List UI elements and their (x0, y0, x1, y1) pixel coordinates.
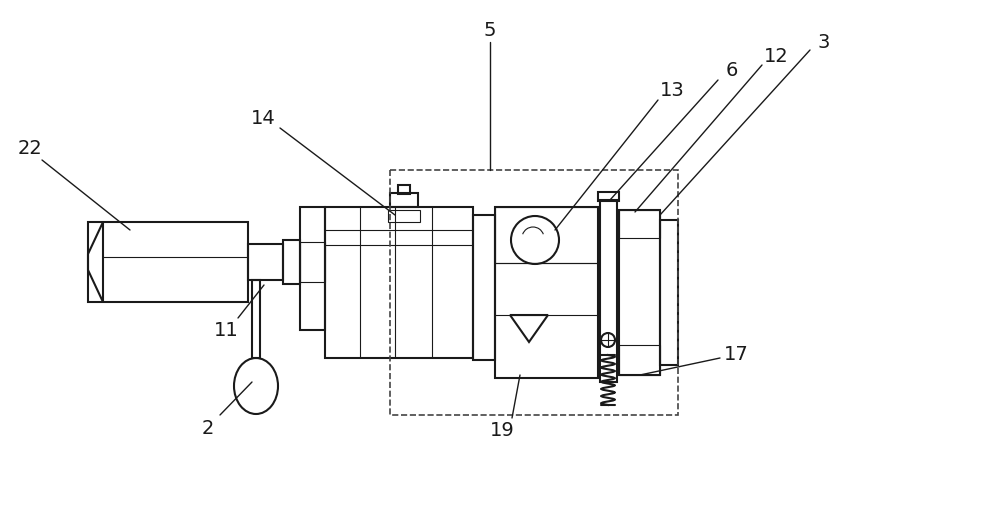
Bar (598, 192, 619, 201)
Bar (248, 244, 283, 280)
Bar (283, 240, 300, 284)
Bar (325, 207, 473, 358)
Text: 13: 13 (660, 80, 684, 100)
Text: 2: 2 (202, 419, 214, 437)
Bar (388, 210, 420, 222)
Text: 19: 19 (490, 421, 514, 439)
Bar (390, 193, 418, 207)
Bar (300, 242, 325, 282)
Bar (390, 170, 678, 415)
Text: 14: 14 (251, 109, 275, 128)
Text: 5: 5 (484, 20, 496, 40)
Bar (495, 207, 598, 378)
Bar (252, 280, 260, 358)
Text: 3: 3 (818, 33, 830, 51)
Bar (473, 215, 495, 360)
Text: 22: 22 (18, 139, 42, 157)
Text: 11: 11 (214, 321, 238, 339)
Text: 17: 17 (724, 345, 748, 365)
Text: 6: 6 (726, 60, 738, 79)
Bar (600, 200, 617, 382)
Bar (88, 222, 248, 302)
Bar (619, 345, 660, 375)
Bar (398, 185, 410, 194)
Text: 12: 12 (764, 47, 788, 66)
Bar (619, 210, 660, 375)
Bar (619, 210, 660, 238)
Bar (660, 220, 678, 365)
Bar (495, 207, 598, 263)
Bar (300, 207, 325, 330)
